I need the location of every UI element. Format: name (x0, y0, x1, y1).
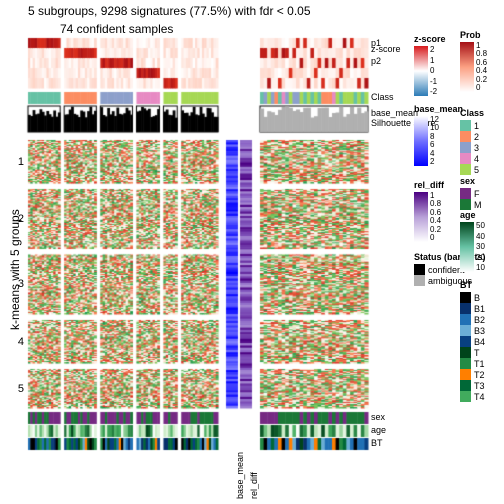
k-group-label: 3 (12, 278, 24, 290)
legend-BT: BTBB1B2B3B4TT1T2T3T4 (460, 280, 485, 402)
figure-root: 5 subgroups, 9298 signatures (77.5%) wit… (0, 0, 504, 504)
legend-age: age5040302010 (460, 210, 476, 272)
legend-sex: sexFM (460, 176, 482, 210)
legend-rel: rel_diff10.80.60.40.20 (414, 180, 444, 242)
k-group-label: 4 (12, 336, 24, 348)
legend-class: Class12345 (460, 108, 484, 175)
mid-track-label: rel_diff (249, 472, 259, 499)
k-group-label: 1 (12, 156, 24, 168)
top-anno-label: Class (371, 92, 394, 102)
legend-prob: Prob10.80.60.40.20 (460, 30, 481, 92)
bottom-track-label: sex (371, 412, 385, 422)
top-anno-label: z-score (371, 44, 401, 54)
bottom-track-label: BT (371, 438, 383, 448)
legend-zscore: z-score210-1-2 (414, 34, 446, 96)
top-anno-label: p2 (371, 56, 381, 66)
k-group-label: 5 (12, 383, 24, 395)
top-anno-label: base_mean (371, 108, 418, 118)
legend-base: base_mean12108642 (414, 104, 463, 166)
k-group-label: 2 (12, 213, 24, 225)
mid-track-label: base_mean (235, 452, 245, 499)
bottom-track-label: age (371, 425, 386, 435)
